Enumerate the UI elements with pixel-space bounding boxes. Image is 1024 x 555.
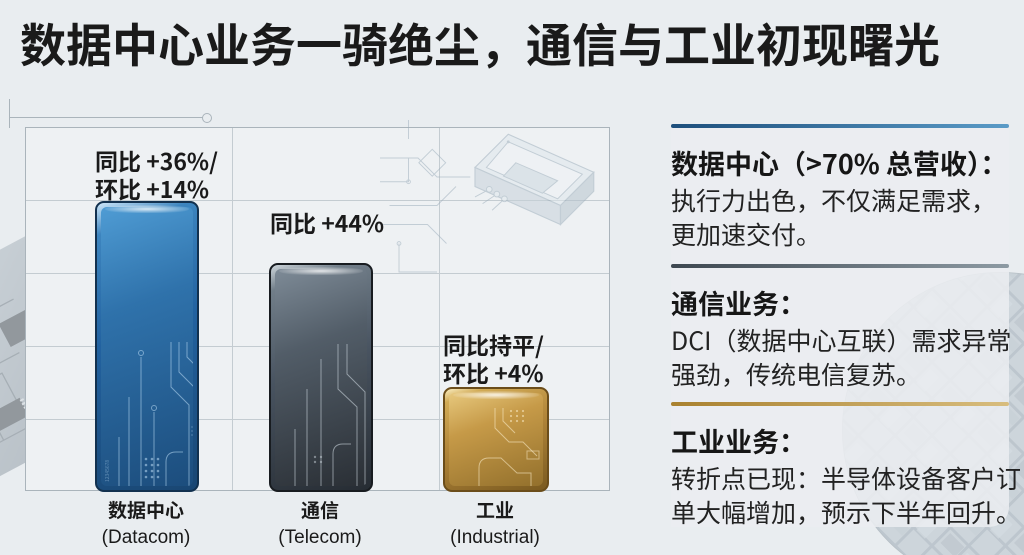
svg-text:12345678: 12345678 — [104, 460, 111, 482]
